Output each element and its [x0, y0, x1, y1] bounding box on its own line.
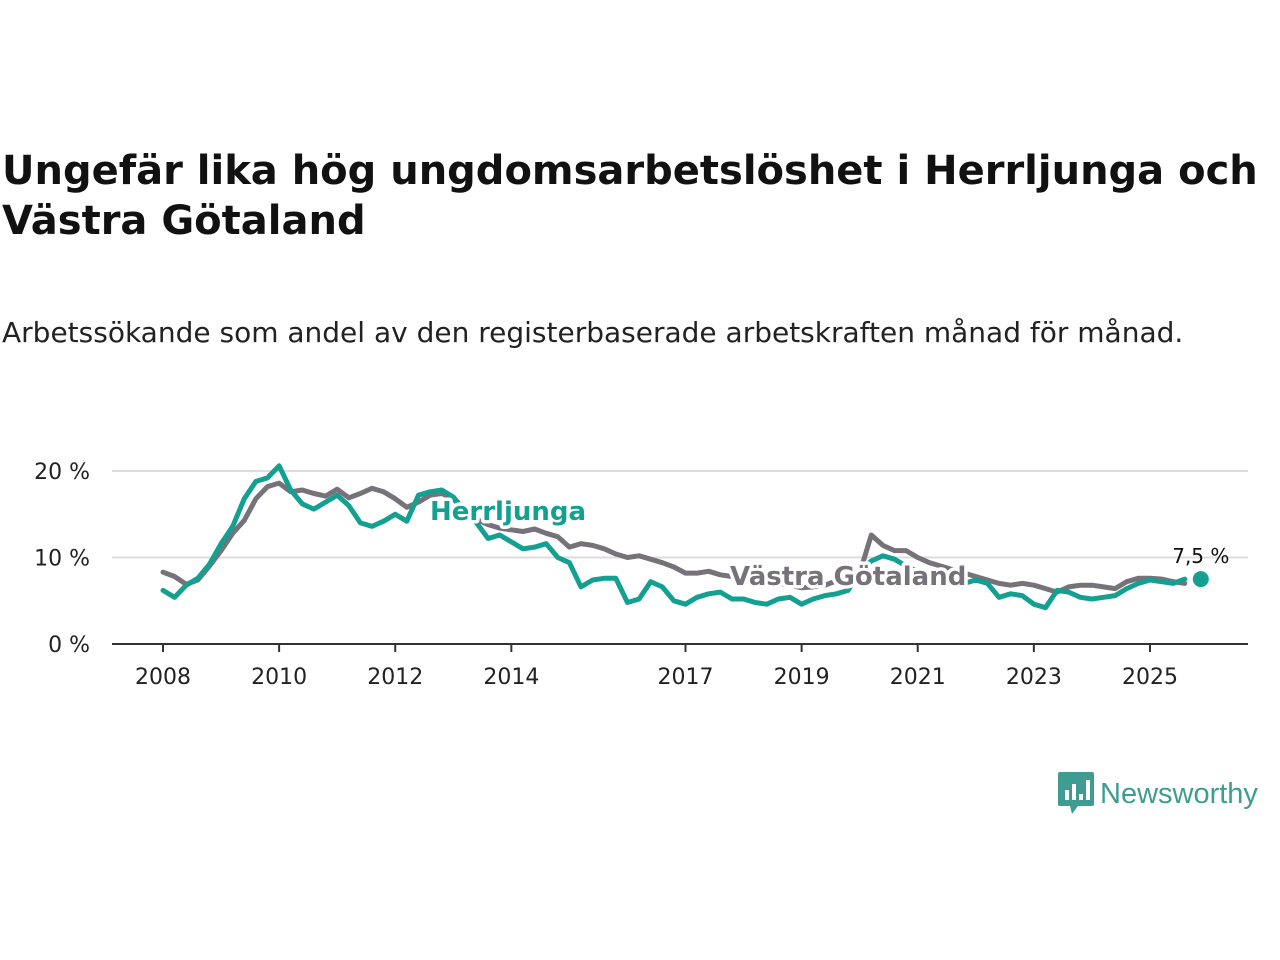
x-tick-label: 2017	[658, 665, 714, 690]
newsworthy-logo-icon	[1058, 772, 1094, 814]
series-line-herrljunga	[160, 463, 1188, 611]
series-label-vastra-gotaland: Västra Götaland	[730, 562, 966, 592]
x-tick-label: 2019	[774, 665, 830, 690]
x-tick-label: 2014	[483, 665, 539, 690]
x-tick-label: 2008	[135, 665, 191, 690]
series-label-herrljunga: Herrljunga	[430, 497, 586, 527]
newsworthy-logo[interactable]: Newsworthy	[1058, 772, 1258, 816]
x-tick-label: 2023	[1006, 665, 1062, 690]
y-tick-label: 20 %	[34, 460, 90, 485]
y-tick-label: 0 %	[48, 633, 90, 658]
newsworthy-logo-text: Newsworthy	[1100, 777, 1258, 810]
x-tick-label: 2012	[367, 665, 423, 690]
chart-subtitle: Arbetssökande som andel av den registerb…	[2, 316, 1184, 349]
y-tick-label: 10 %	[34, 547, 90, 572]
end-point-marker	[1192, 571, 1209, 588]
x-tick-label: 2010	[251, 665, 307, 690]
chart-title: Ungefär lika hög ungdomsarbetslöshet i H…	[2, 148, 1258, 244]
end-value-label: 7,5 %	[1172, 544, 1229, 568]
line-chart: 0 % 10 % 20 % 2008 2010 2012 2014 2017 2019 2021 2…	[34, 460, 1248, 690]
x-tick-label: 2025	[1122, 665, 1178, 690]
x-tick-label: 2021	[890, 665, 946, 690]
series-line-vastra	[160, 480, 1188, 595]
